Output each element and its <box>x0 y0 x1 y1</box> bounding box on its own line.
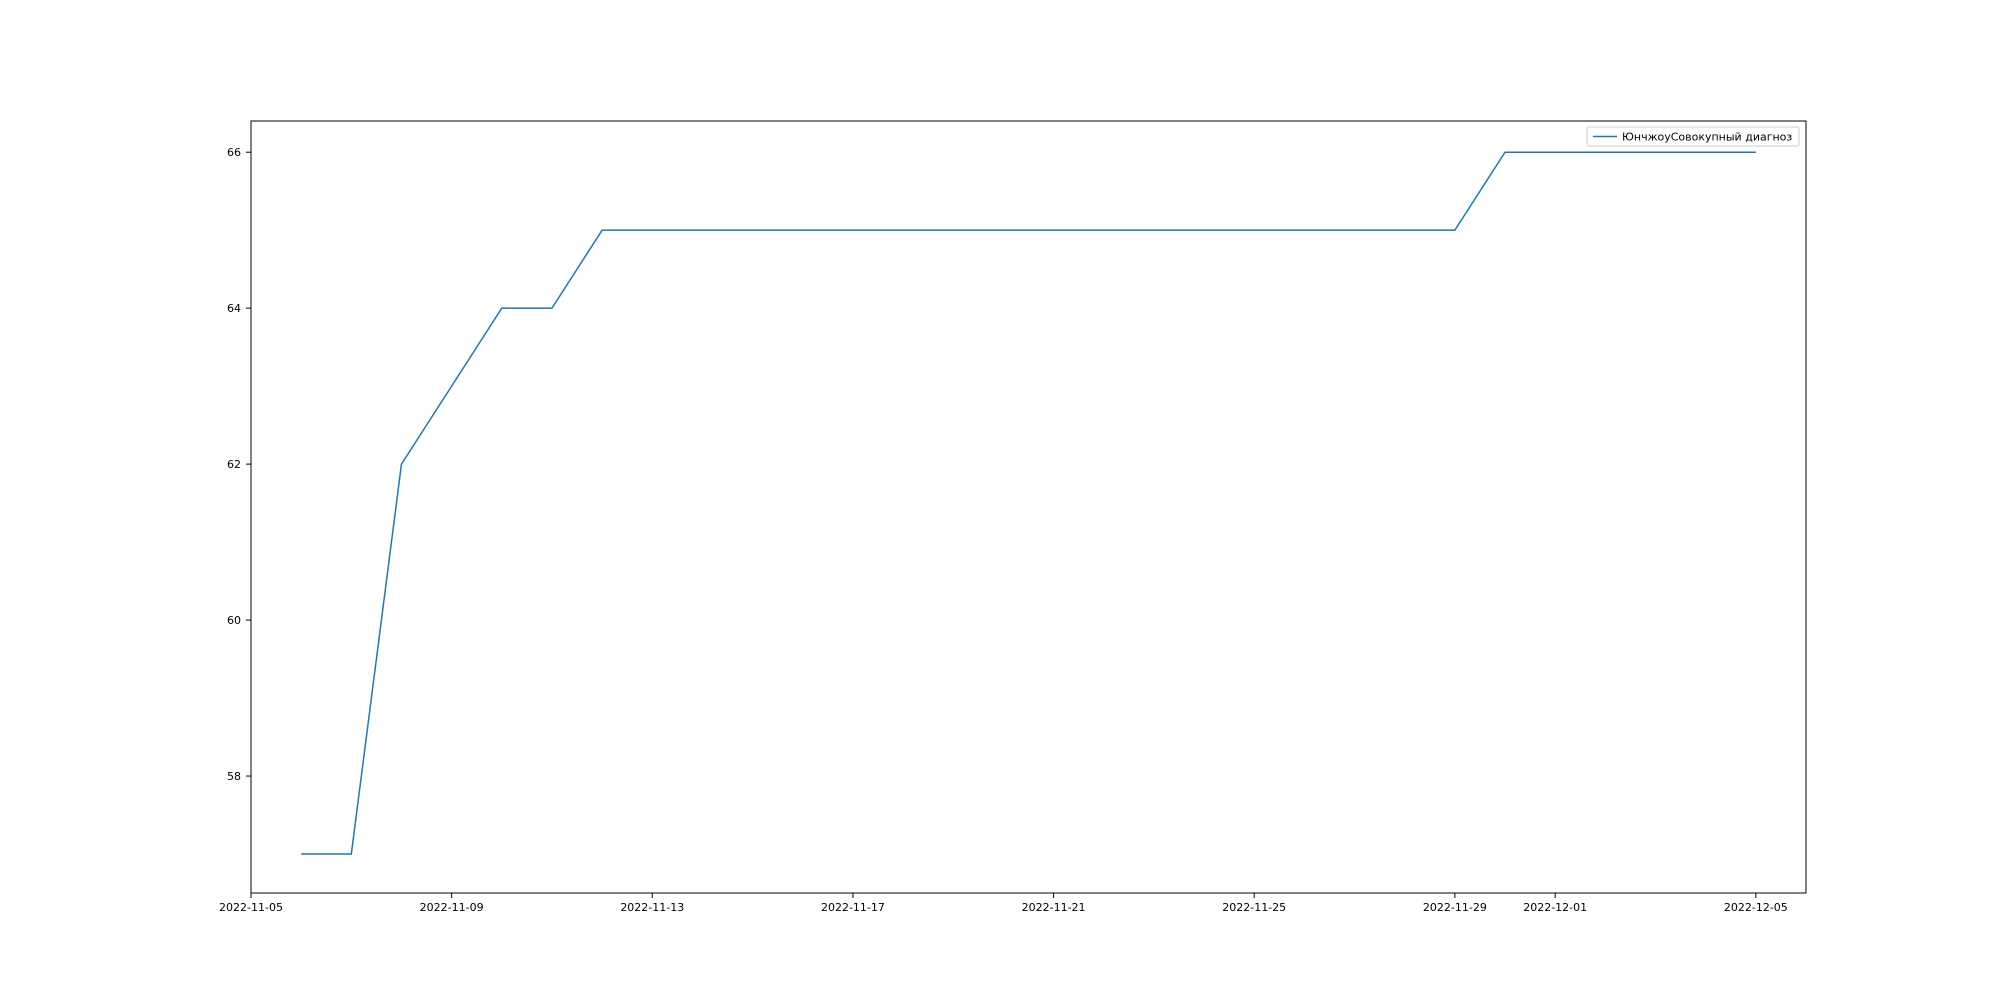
y-tick-label-1: 60 <box>227 614 241 627</box>
series-line-0 <box>301 151 1756 855</box>
y-tick-label-3: 64 <box>227 302 241 315</box>
x-tick-label-6: 2022-11-29 <box>1423 901 1487 914</box>
x-tick-label-5: 2022-11-25 <box>1222 901 1286 914</box>
x-tick-label-1: 2022-11-09 <box>420 901 484 914</box>
x-tick-label-4: 2022-11-21 <box>1022 901 1086 914</box>
legend-label: ЮнчжоуСовокупный диагноз <box>1622 131 1792 144</box>
x-tick-label-8: 2022-12-05 <box>1724 901 1788 914</box>
x-tick-label-2: 2022-11-13 <box>620 901 684 914</box>
y-tick-label-4: 66 <box>227 146 241 159</box>
axes: 2022-11-05 2022-11-09 2022-11-13 2022-11-17… <box>219 120 1807 914</box>
y-tick-label-0: 58 <box>227 770 241 783</box>
y-tick-label-2: 62 <box>227 458 241 471</box>
x-tick-label-3: 2022-11-17 <box>821 901 885 914</box>
x-tick-label-7: 2022-12-01 <box>1523 901 1587 914</box>
legend: ЮнчжоуСовокупный диагноз <box>1586 126 1800 147</box>
legend-box <box>1586 126 1800 147</box>
plot-area <box>301 151 1756 855</box>
x-tick-label-0: 2022-11-05 <box>219 901 283 914</box>
axes-frame <box>250 120 1807 894</box>
